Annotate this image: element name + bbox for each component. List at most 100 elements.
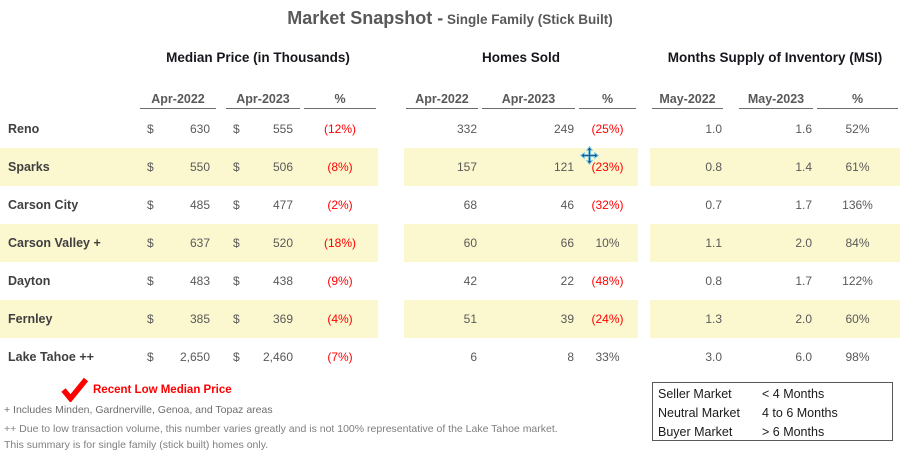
msi-2023-value: 2.0 bbox=[795, 312, 812, 326]
median-price-2022-value: 637 bbox=[189, 236, 210, 250]
median-price-pct-change: (18%) bbox=[323, 236, 356, 250]
col-header-homes-apr2022: Apr-2022 bbox=[404, 92, 480, 109]
dollar-sign: $ bbox=[233, 350, 240, 364]
homes-sold-2022-value: 51 bbox=[463, 312, 477, 326]
table-row: Carson City $ 485 $ 477 (2%) 68 46 (32%) bbox=[0, 186, 900, 224]
move-cursor-icon bbox=[579, 145, 600, 170]
legend-row-seller: Seller Market < 4 Months bbox=[658, 384, 892, 403]
median-price-pct-change: (4%) bbox=[327, 312, 353, 326]
msi-pct-change: 136% bbox=[842, 198, 873, 212]
median-price-pct-change: (8%) bbox=[327, 160, 353, 174]
homes-sold-2022-value: 6 bbox=[470, 350, 477, 364]
median-price-pct-change: (12%) bbox=[323, 122, 356, 136]
dollar-sign: $ bbox=[147, 350, 154, 364]
msi-2022-value: 3.0 bbox=[705, 350, 722, 364]
footnote-double-plus: ++ Due to low transaction volume, this n… bbox=[4, 423, 558, 435]
dollar-sign: $ bbox=[147, 236, 154, 250]
median-price-pct-change: (7%) bbox=[327, 350, 353, 364]
dollar-sign: $ bbox=[233, 198, 240, 212]
legend-row-neutral: Neutral Market 4 to 6 Months bbox=[658, 403, 892, 422]
col-header-median-apr2022: Apr-2022 bbox=[138, 92, 218, 109]
median-price-2023-cell: $ 520 bbox=[224, 236, 302, 250]
dollar-sign: $ bbox=[233, 312, 240, 326]
col-header-median-apr2023: Apr-2023 bbox=[224, 92, 302, 109]
msi-2023-value: 1.4 bbox=[795, 160, 812, 174]
median-price-2023-cell: $ 438 bbox=[224, 274, 302, 288]
median-price-2023-cell: $ 506 bbox=[224, 160, 302, 174]
msi-2022-value: 0.7 bbox=[705, 198, 722, 212]
table-row: Carson Valley + $ 637 $ 520 (18%) 60 66 … bbox=[0, 224, 900, 262]
median-price-2022-value: 483 bbox=[189, 274, 210, 288]
median-price-2022-value: 485 bbox=[189, 198, 210, 212]
msi-2022-value: 1.3 bbox=[705, 312, 722, 326]
median-price-2023-cell: $ 477 bbox=[224, 198, 302, 212]
region-label: Carson City bbox=[8, 198, 79, 212]
msi-2022-value: 0.8 bbox=[705, 274, 722, 288]
dollar-sign: $ bbox=[147, 122, 154, 136]
table-row: Lake Tahoe ++ $ 2,650 $ 2,460 (7%) 6 8 3… bbox=[0, 338, 900, 376]
median-price-2023-value: 477 bbox=[272, 198, 293, 212]
median-price-2022-cell: $ 630 bbox=[138, 122, 218, 136]
column-header-row: Apr-2022 Apr-2023 % Apr-2022 Apr-2023 % … bbox=[0, 84, 900, 109]
homes-sold-2022-value: 42 bbox=[463, 274, 477, 288]
legend-neutral-label: Neutral Market bbox=[658, 405, 740, 420]
homes-sold-2023-value: 249 bbox=[553, 122, 574, 136]
homes-sold-2022-value: 332 bbox=[456, 122, 477, 136]
col-header-homes-pct: % bbox=[577, 92, 638, 109]
footnote-plus: + Includes Minden, Gardnerville, Genoa, … bbox=[4, 404, 273, 416]
msi-2023-value: 6.0 bbox=[795, 350, 812, 364]
legend-buyer-value: > 6 Months bbox=[762, 424, 825, 439]
footnote-summary: This summary is for single family (stick… bbox=[4, 439, 269, 451]
homes-sold-pct-change: 33% bbox=[595, 350, 620, 364]
median-price-2023-value: 2,460 bbox=[262, 350, 293, 364]
region-label: Reno bbox=[8, 122, 40, 136]
homes-sold-pct-change: (25%) bbox=[591, 122, 624, 136]
median-price-pct-change: (2%) bbox=[327, 198, 353, 212]
recent-low-label: Recent Low Median Price bbox=[93, 384, 232, 396]
median-price-2023-cell: $ 555 bbox=[224, 122, 302, 136]
homes-sold-2023-value: 22 bbox=[560, 274, 574, 288]
homes-sold-2022-value: 157 bbox=[456, 160, 477, 174]
median-price-2022-cell: $ 2,650 bbox=[138, 350, 218, 364]
median-price-2023-value: 520 bbox=[272, 236, 293, 250]
dollar-sign: $ bbox=[233, 122, 240, 136]
homes-sold-pct-change: (23%) bbox=[591, 160, 624, 174]
page-title: Market Snapshot - Single Family (Stick B… bbox=[0, 8, 900, 29]
median-price-2022-cell: $ 550 bbox=[138, 160, 218, 174]
dollar-sign: $ bbox=[147, 198, 154, 212]
homes-sold-2022-value: 68 bbox=[463, 198, 477, 212]
median-price-2023-value: 506 bbox=[272, 160, 293, 174]
col-header-msi-pct: % bbox=[815, 92, 900, 109]
section-header-msi: Months Supply of Inventory (MSI) bbox=[667, 50, 883, 65]
median-price-2022-value: 550 bbox=[189, 160, 210, 174]
median-price-2022-cell: $ 637 bbox=[138, 236, 218, 250]
median-price-2022-cell: $ 483 bbox=[138, 274, 218, 288]
homes-sold-2023-value: 121 bbox=[553, 160, 574, 174]
legend-row-buyer: Buyer Market > 6 Months bbox=[658, 422, 892, 441]
msi-legend-box: Seller Market < 4 Months Neutral Market … bbox=[652, 382, 893, 441]
region-label: Carson Valley + bbox=[8, 236, 101, 250]
dollar-sign: $ bbox=[233, 236, 240, 250]
median-price-2023-value: 555 bbox=[272, 122, 293, 136]
msi-pct-change: 122% bbox=[842, 274, 873, 288]
msi-pct-change: 52% bbox=[845, 122, 870, 136]
legend-neutral-value: 4 to 6 Months bbox=[762, 405, 838, 420]
homes-sold-pct-change: 10% bbox=[595, 236, 620, 250]
homes-sold-pct-change: (24%) bbox=[591, 312, 624, 326]
median-price-2023-value: 438 bbox=[272, 274, 293, 288]
msi-2022-value: 1.0 bbox=[705, 122, 722, 136]
region-label: Sparks bbox=[8, 160, 50, 174]
legend-seller-value: < 4 Months bbox=[762, 386, 825, 401]
msi-2022-value: 1.1 bbox=[705, 236, 722, 250]
median-price-2022-value: 630 bbox=[189, 122, 210, 136]
table-row: Reno $ 630 $ 555 (12%) 332 249 (25%) bbox=[0, 110, 900, 148]
col-header-median-pct: % bbox=[302, 92, 378, 109]
page-title-main: Market Snapshot - bbox=[287, 8, 444, 28]
msi-pct-change: 98% bbox=[845, 350, 870, 364]
median-price-2022-value: 385 bbox=[189, 312, 210, 326]
dollar-sign: $ bbox=[147, 312, 154, 326]
homes-sold-pct-change: (48%) bbox=[591, 274, 624, 288]
col-header-msi-may2023: May-2023 bbox=[737, 92, 815, 109]
dollar-sign: $ bbox=[233, 160, 240, 174]
dollar-sign: $ bbox=[147, 160, 154, 174]
